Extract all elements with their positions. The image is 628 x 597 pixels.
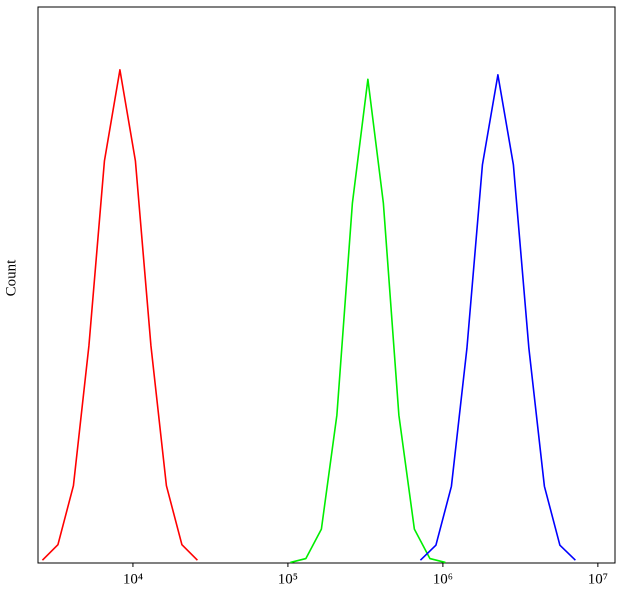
x-tick-label: 10⁴ — [123, 571, 143, 587]
x-tick-label: 10⁷ — [588, 571, 608, 587]
histogram-line — [41, 69, 198, 561]
x-tick-label: 10⁵ — [278, 571, 298, 587]
plot-frame — [37, 6, 616, 564]
x-tick-label: 10⁶ — [433, 571, 453, 587]
histogram-line — [290, 78, 446, 564]
histogram-line — [419, 74, 576, 561]
y-axis-label: Count — [3, 259, 19, 297]
